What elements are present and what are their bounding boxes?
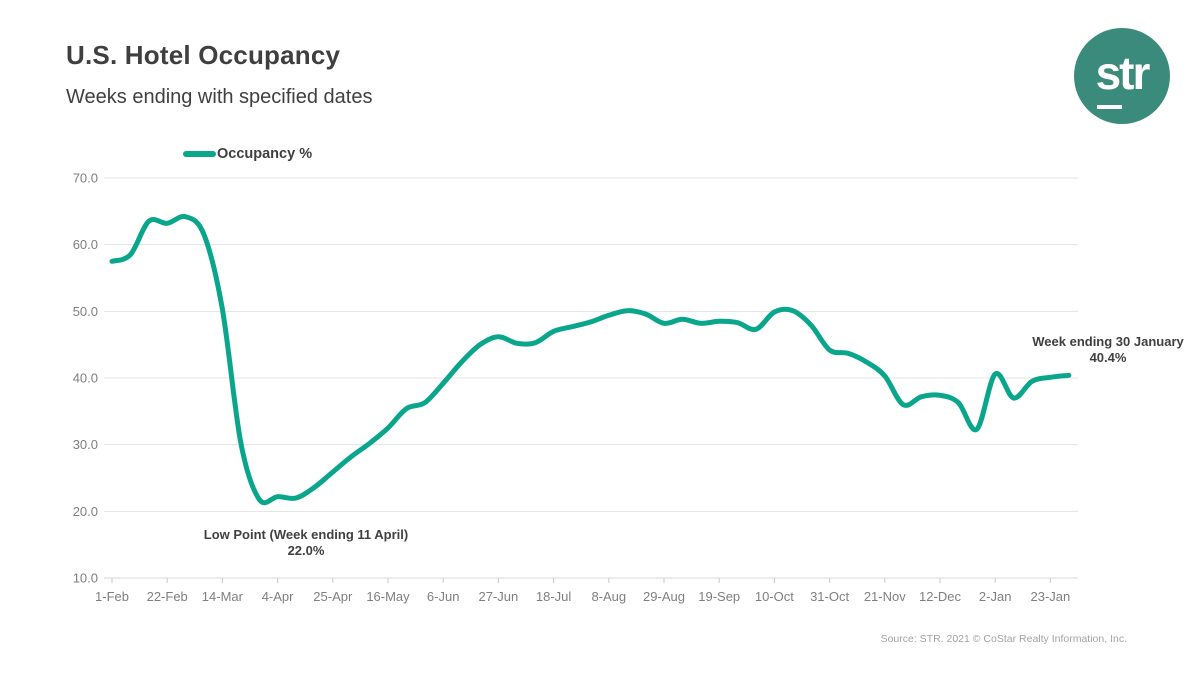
x-axis-label: 6-Jun <box>427 589 460 604</box>
annotation-latest-week-text: Week ending 30 January <box>1032 334 1184 349</box>
occupancy-line <box>109 213 1072 506</box>
x-axis-label: 23-Jan <box>1031 589 1071 604</box>
x-axis-label: 21-Nov <box>864 589 906 604</box>
y-axis-label: 10.0 <box>73 571 98 586</box>
x-axis-label: 10-Oct <box>755 589 794 604</box>
legend-label: Occupancy % <box>217 146 313 162</box>
annotation-low-point-value: 22.0% <box>287 543 325 558</box>
annotation-low-point-text: Low Point (Week ending 11 April) <box>203 527 409 542</box>
str-logo: str <box>1074 28 1170 124</box>
annotation-latest-week: Week ending 30 January 40.4% <box>978 334 1200 366</box>
page-title: U.S. Hotel Occupancy <box>66 40 341 70</box>
y-axis-label: 30.0 <box>73 437 98 452</box>
y-axis-label: 40.0 <box>73 371 98 386</box>
x-axis-label: 27-Jun <box>479 589 519 604</box>
y-axis-label: 60.0 <box>73 237 98 252</box>
y-axis-label: 50.0 <box>73 304 98 319</box>
annotation-latest-week-value: 40.4% <box>1089 350 1127 365</box>
annotation-low-point: Low Point (Week ending 11 April) 22.0% <box>156 527 456 559</box>
x-axis-label: 16-May <box>366 589 410 604</box>
x-axis-label: 4-Apr <box>262 589 294 604</box>
x-axis-label: 18-Jul <box>536 589 572 604</box>
y-axis-label: 20.0 <box>73 504 98 519</box>
x-axis-label: 8-Aug <box>591 589 626 604</box>
x-axis-label: 12-Dec <box>919 589 961 604</box>
legend-line-swatch <box>183 151 216 157</box>
x-axis-label: 31-Oct <box>810 589 849 604</box>
x-axis-label: 22-Feb <box>147 589 188 604</box>
x-axis-label: 1-Feb <box>95 589 129 604</box>
x-axis-label: 2-Jan <box>979 589 1012 604</box>
x-axis-label: 14-Mar <box>202 589 244 604</box>
source-attribution: Source: STR. 2021 © CoStar Realty Inform… <box>880 633 1127 645</box>
str-logo-text: str <box>1095 47 1151 99</box>
page-subtitle: Weeks ending with specified dates <box>66 86 373 108</box>
str-logo-underline <box>1097 105 1122 109</box>
y-axis-label: 70.0 <box>73 171 98 186</box>
x-axis-label: 29-Aug <box>643 589 685 604</box>
x-axis-label: 19-Sep <box>698 589 740 604</box>
x-axis-label: 25-Apr <box>313 589 353 604</box>
chart-legend: Occupancy % <box>183 146 312 162</box>
